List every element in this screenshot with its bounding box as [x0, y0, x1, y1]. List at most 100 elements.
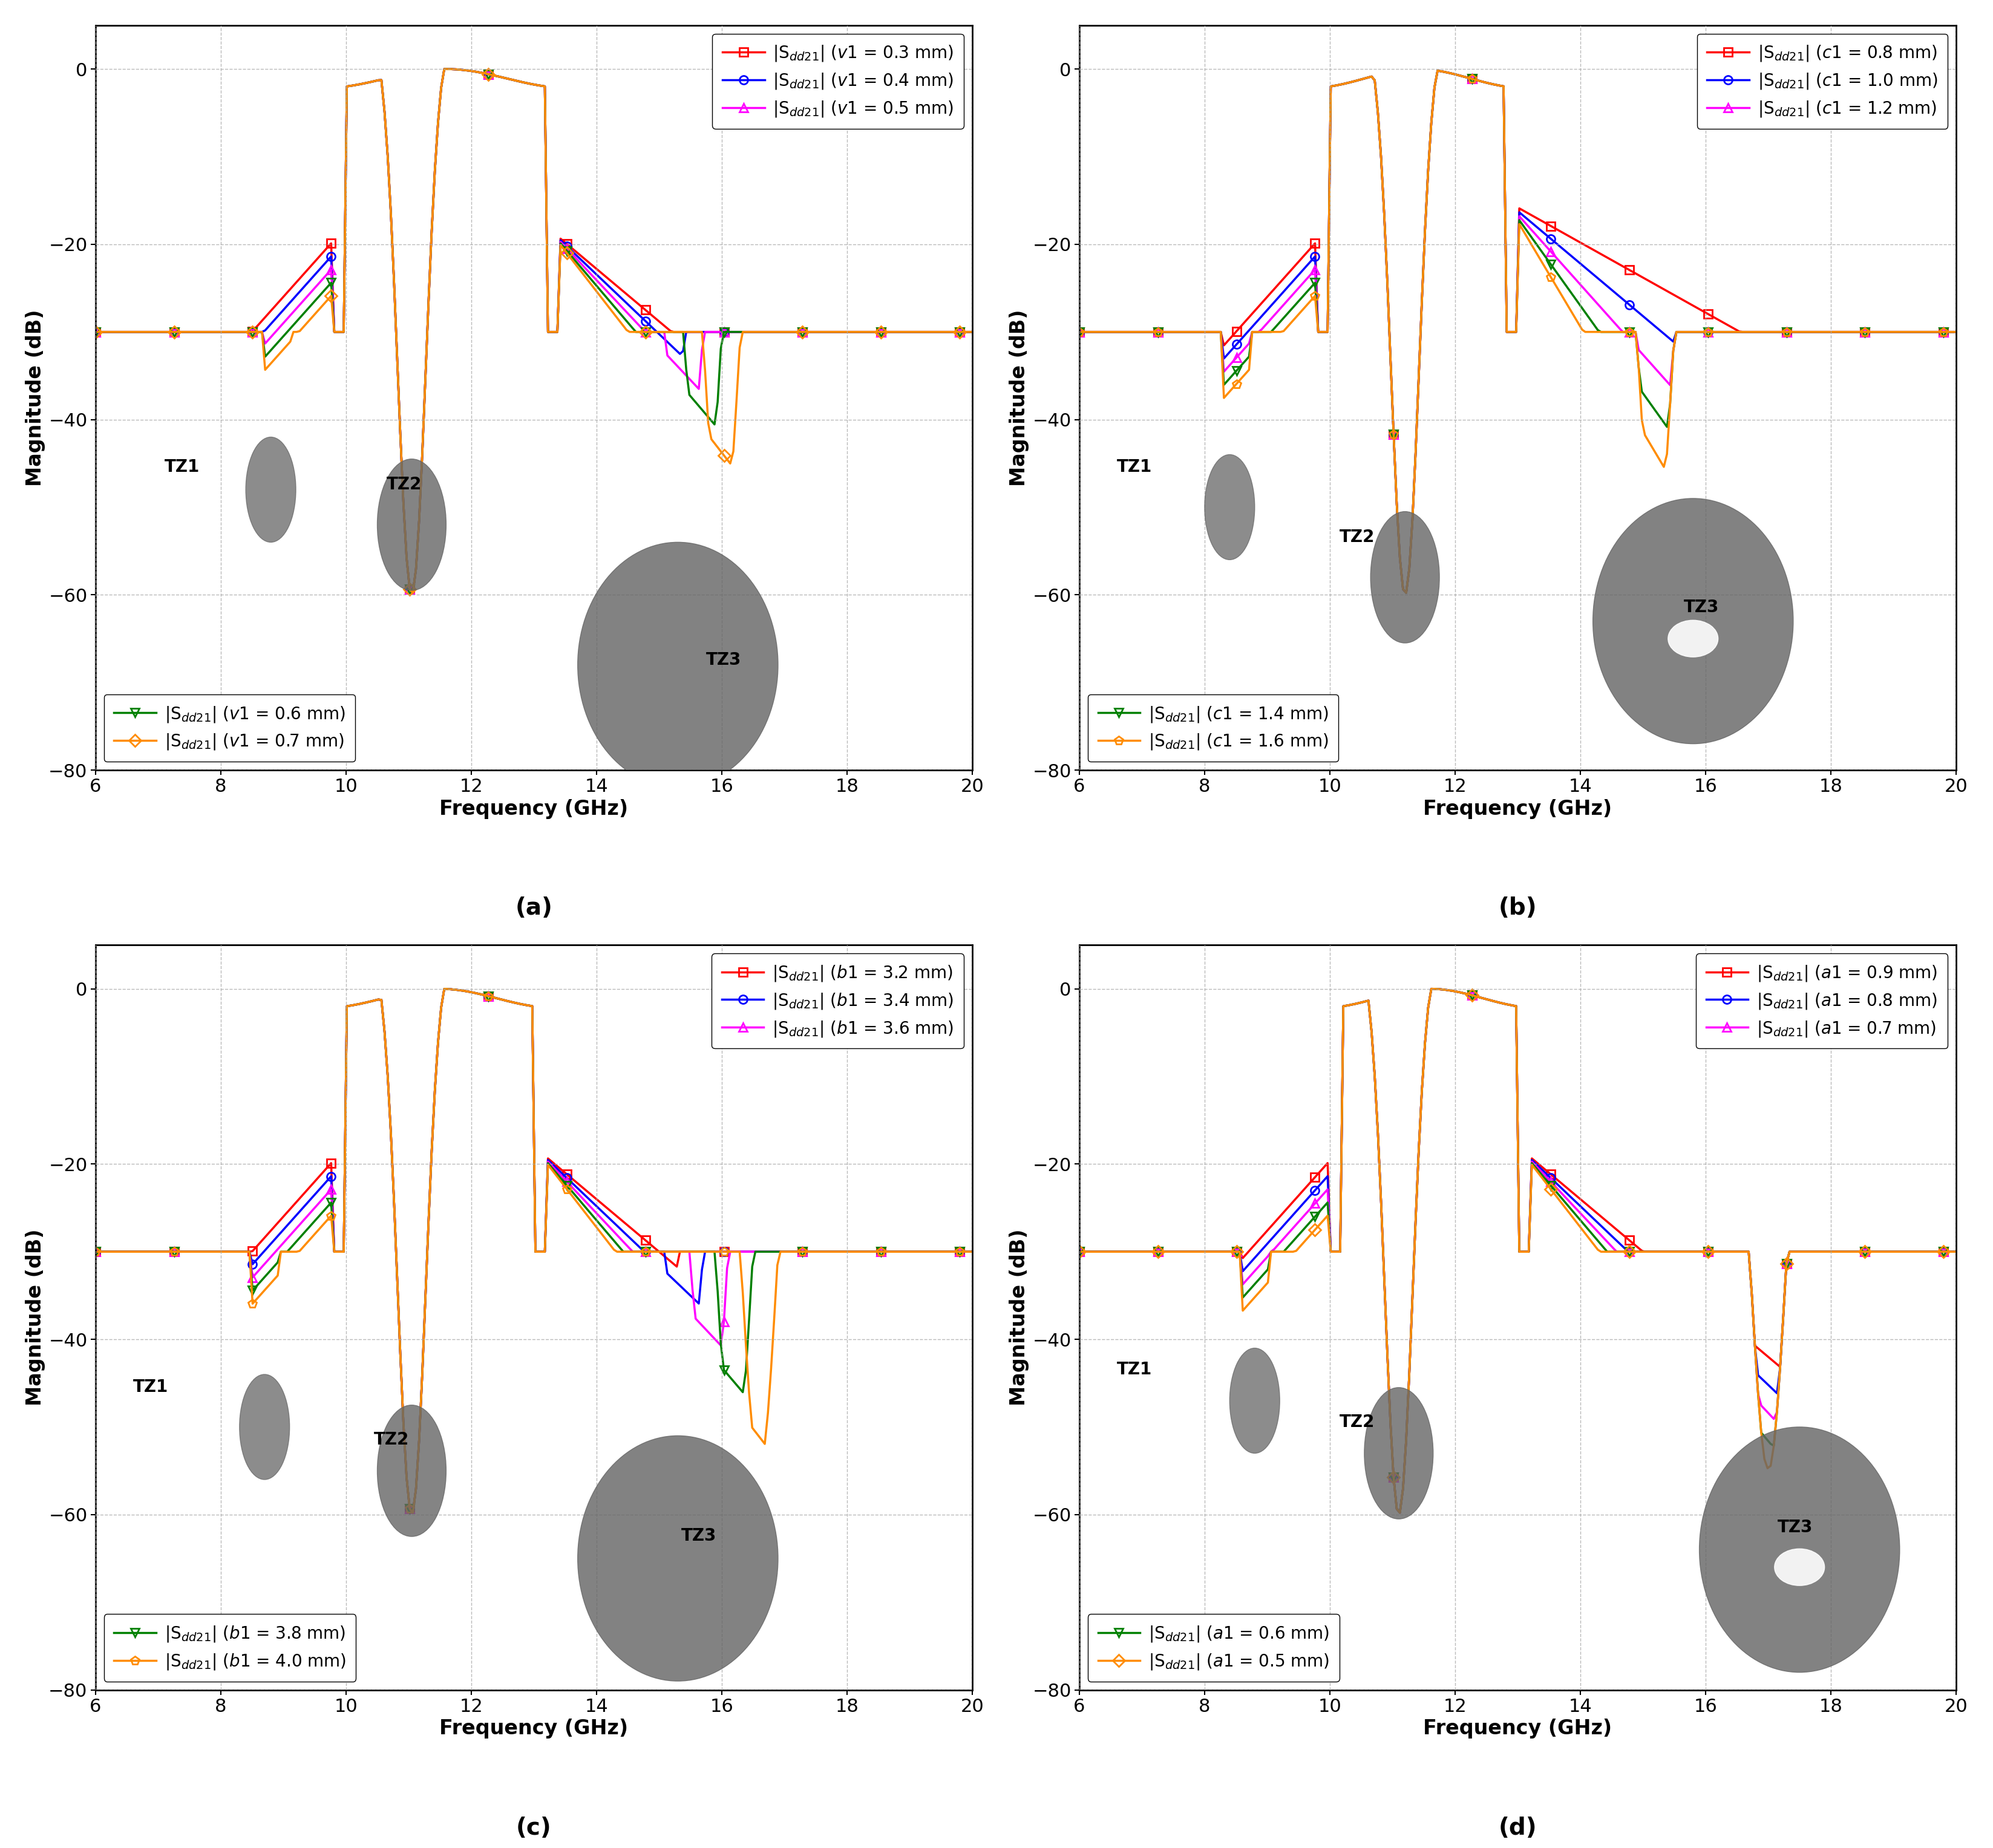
|S$_{dd21}$| ($c1$ = 1.2 mm)	[1804, 322, 1828, 344]
|S$_{dd21}$| ($b1$ = 3.8 mm)	[819, 1240, 843, 1262]
|S$_{dd21}$| ($v1$ = 0.6 mm)	[84, 322, 108, 344]
|S$_{dd21}$| ($b1$ = 3.8 mm)	[510, 994, 534, 1016]
Legend: |S$_{dd21}$| ($c1$ = 1.4 mm), |S$_{dd21}$| ($c1$ = 1.6 mm): |S$_{dd21}$| ($c1$ = 1.4 mm), |S$_{dd21}…	[1088, 695, 1339, 761]
|S$_{dd21}$| ($b1$ = 3.2 mm)	[432, 978, 456, 1000]
|S$_{dd21}$| ($c1$ = 1.6 mm)	[1614, 322, 1638, 344]
|S$_{dd21}$| ($c1$ = 1.2 mm)	[1572, 279, 1596, 301]
|S$_{dd21}$| ($a1$ = 0.9 mm)	[1796, 1240, 1820, 1262]
|S$_{dd21}$| ($a1$ = 0.6 mm)	[1419, 978, 1443, 1000]
|S$_{dd21}$| ($b1$ = 3.2 mm)	[219, 1240, 243, 1262]
Text: TZ3: TZ3	[706, 652, 741, 669]
|S$_{dd21}$| ($a1$ = 0.5 mm)	[1614, 1240, 1638, 1262]
Text: (b): (b)	[1499, 896, 1537, 920]
|S$_{dd21}$| ($b1$ = 4.0 mm)	[590, 1222, 614, 1244]
|S$_{dd21}$| ($v1$ = 0.7 mm)	[813, 322, 837, 344]
|S$_{dd21}$| ($c1$ = 1.0 mm)	[1804, 322, 1828, 344]
|S$_{dd21}$| ($b1$ = 3.4 mm)	[590, 1199, 614, 1222]
Line: |S$_{dd21}$| ($c1$ = 0.8 mm): |S$_{dd21}$| ($c1$ = 0.8 mm)	[1074, 67, 1961, 597]
|S$_{dd21}$| ($a1$ = 0.6 mm)	[1796, 1240, 1820, 1262]
|S$_{dd21}$| ($b1$ = 3.4 mm)	[219, 1240, 243, 1262]
|S$_{dd21}$| ($a1$ = 0.5 mm)	[1495, 992, 1519, 1015]
|S$_{dd21}$| ($a1$ = 0.9 mm)	[1202, 1240, 1226, 1262]
|S$_{dd21}$| ($b1$ = 3.4 mm)	[819, 1240, 843, 1262]
|S$_{dd21}$| ($v1$ = 0.6 mm)	[510, 72, 534, 94]
|S$_{dd21}$| ($c1$ = 0.8 mm)	[1804, 322, 1828, 344]
Legend: |S$_{dd21}$| ($a1$ = 0.6 mm), |S$_{dd21}$| ($a1$ = 0.5 mm): |S$_{dd21}$| ($a1$ = 0.6 mm), |S$_{dd21}…	[1088, 1613, 1339, 1682]
|S$_{dd21}$| ($c1$ = 1.6 mm)	[1796, 322, 1820, 344]
|S$_{dd21}$| ($c1$ = 0.8 mm)	[1495, 322, 1519, 344]
|S$_{dd21}$| ($v1$ = 0.4 mm)	[590, 268, 614, 290]
|S$_{dd21}$| ($a1$ = 0.8 mm)	[1804, 1240, 1828, 1262]
Ellipse shape	[1365, 1388, 1433, 1519]
|S$_{dd21}$| ($c1$ = 0.8 mm)	[1614, 257, 1638, 279]
|S$_{dd21}$| ($c1$ = 1.4 mm)	[1068, 322, 1092, 344]
|S$_{dd21}$| ($c1$ = 1.0 mm)	[1614, 290, 1638, 312]
Line: |S$_{dd21}$| ($a1$ = 0.5 mm): |S$_{dd21}$| ($a1$ = 0.5 mm)	[1074, 985, 1961, 1517]
|S$_{dd21}$| ($c1$ = 1.0 mm)	[1068, 322, 1092, 344]
Line: |S$_{dd21}$| ($b1$ = 3.4 mm): |S$_{dd21}$| ($b1$ = 3.4 mm)	[92, 985, 977, 1517]
|S$_{dd21}$| ($a1$ = 0.7 mm)	[1796, 1240, 1820, 1262]
Line: |S$_{dd21}$| ($v1$ = 0.7 mm): |S$_{dd21}$| ($v1$ = 0.7 mm)	[92, 65, 977, 597]
Ellipse shape	[578, 1436, 777, 1682]
|S$_{dd21}$| ($c1$ = 1.6 mm)	[1395, 582, 1419, 604]
|S$_{dd21}$| ($a1$ = 0.8 mm)	[1614, 1238, 1638, 1260]
|S$_{dd21}$| ($b1$ = 4.0 mm)	[432, 978, 456, 1000]
Line: |S$_{dd21}$| ($c1$ = 1.4 mm): |S$_{dd21}$| ($c1$ = 1.4 mm)	[1074, 67, 1961, 597]
|S$_{dd21}$| ($a1$ = 0.5 mm)	[1202, 1240, 1226, 1262]
Ellipse shape	[1204, 455, 1256, 560]
|S$_{dd21}$| ($v1$ = 0.3 mm)	[961, 322, 985, 344]
Text: TZ2: TZ2	[1339, 529, 1375, 545]
|S$_{dd21}$| ($v1$ = 0.6 mm)	[401, 582, 425, 604]
|S$_{dd21}$| ($a1$ = 0.7 mm)	[1572, 1207, 1596, 1229]
|S$_{dd21}$| ($a1$ = 0.8 mm)	[1495, 992, 1519, 1015]
Ellipse shape	[1592, 499, 1794, 743]
|S$_{dd21}$| ($c1$ = 0.8 mm)	[1425, 59, 1449, 81]
|S$_{dd21}$| ($b1$ = 3.8 mm)	[590, 1214, 614, 1236]
|S$_{dd21}$| ($v1$ = 0.7 mm)	[590, 286, 614, 309]
|S$_{dd21}$| ($c1$ = 1.6 mm)	[1572, 322, 1596, 344]
|S$_{dd21}$| ($v1$ = 0.3 mm)	[819, 322, 843, 344]
|S$_{dd21}$| ($v1$ = 0.7 mm)	[434, 57, 458, 79]
Line: |S$_{dd21}$| ($a1$ = 0.7 mm): |S$_{dd21}$| ($a1$ = 0.7 mm)	[1074, 985, 1961, 1517]
Y-axis label: Magnitude (dB): Magnitude (dB)	[26, 309, 46, 486]
|S$_{dd21}$| ($b1$ = 4.0 mm)	[84, 1240, 108, 1262]
|S$_{dd21}$| ($v1$ = 0.6 mm)	[630, 322, 654, 344]
|S$_{dd21}$| ($c1$ = 1.4 mm)	[1202, 322, 1226, 344]
Line: |S$_{dd21}$| ($b1$ = 3.8 mm): |S$_{dd21}$| ($b1$ = 3.8 mm)	[92, 985, 977, 1517]
|S$_{dd21}$| ($a1$ = 0.5 mm)	[1068, 1240, 1092, 1262]
|S$_{dd21}$| ($c1$ = 0.8 mm)	[1572, 235, 1596, 257]
|S$_{dd21}$| ($v1$ = 0.5 mm)	[630, 318, 654, 340]
|S$_{dd21}$| ($b1$ = 3.6 mm)	[401, 1502, 425, 1525]
Line: |S$_{dd21}$| ($v1$ = 0.4 mm): |S$_{dd21}$| ($v1$ = 0.4 mm)	[92, 65, 977, 597]
Text: TZ1: TZ1	[1116, 1362, 1152, 1379]
Line: |S$_{dd21}$| ($v1$ = 0.3 mm): |S$_{dd21}$| ($v1$ = 0.3 mm)	[92, 65, 977, 597]
|S$_{dd21}$| ($v1$ = 0.3 mm)	[219, 322, 243, 344]
|S$_{dd21}$| ($b1$ = 3.6 mm)	[84, 1240, 108, 1262]
|S$_{dd21}$| ($b1$ = 3.2 mm)	[813, 1240, 837, 1262]
|S$_{dd21}$| ($a1$ = 0.6 mm)	[1943, 1240, 1967, 1262]
|S$_{dd21}$| ($a1$ = 0.6 mm)	[1495, 992, 1519, 1015]
|S$_{dd21}$| ($b1$ = 3.8 mm)	[630, 1240, 654, 1262]
Y-axis label: Magnitude (dB): Magnitude (dB)	[26, 1229, 46, 1406]
|S$_{dd21}$| ($b1$ = 3.8 mm)	[84, 1240, 108, 1262]
|S$_{dd21}$| ($v1$ = 0.7 mm)	[510, 72, 534, 94]
|S$_{dd21}$| ($c1$ = 1.2 mm)	[1068, 322, 1092, 344]
|S$_{dd21}$| ($b1$ = 3.4 mm)	[84, 1240, 108, 1262]
Ellipse shape	[1668, 621, 1718, 658]
Text: TZ2: TZ2	[375, 1430, 409, 1449]
|S$_{dd21}$| ($v1$ = 0.4 mm)	[510, 72, 534, 94]
|S$_{dd21}$| ($a1$ = 0.5 mm)	[1796, 1240, 1820, 1262]
|S$_{dd21}$| ($b1$ = 3.4 mm)	[432, 978, 456, 1000]
Ellipse shape	[578, 541, 777, 787]
|S$_{dd21}$| ($c1$ = 1.0 mm)	[1202, 322, 1226, 344]
|S$_{dd21}$| ($v1$ = 0.3 mm)	[434, 57, 458, 79]
Legend: |S$_{dd21}$| ($v1$ = 0.6 mm), |S$_{dd21}$| ($v1$ = 0.7 mm): |S$_{dd21}$| ($v1$ = 0.6 mm), |S$_{dd21}…	[104, 695, 355, 761]
|S$_{dd21}$| ($b1$ = 3.8 mm)	[401, 1502, 425, 1525]
Ellipse shape	[1230, 1347, 1280, 1453]
Text: (d): (d)	[1499, 1817, 1537, 1839]
|S$_{dd21}$| ($b1$ = 3.4 mm)	[813, 1240, 837, 1262]
|S$_{dd21}$| ($a1$ = 0.6 mm)	[1202, 1240, 1226, 1262]
X-axis label: Frequency (GHz): Frequency (GHz)	[438, 1719, 628, 1739]
|S$_{dd21}$| ($a1$ = 0.7 mm)	[1804, 1240, 1828, 1262]
|S$_{dd21}$| ($v1$ = 0.6 mm)	[434, 57, 458, 79]
